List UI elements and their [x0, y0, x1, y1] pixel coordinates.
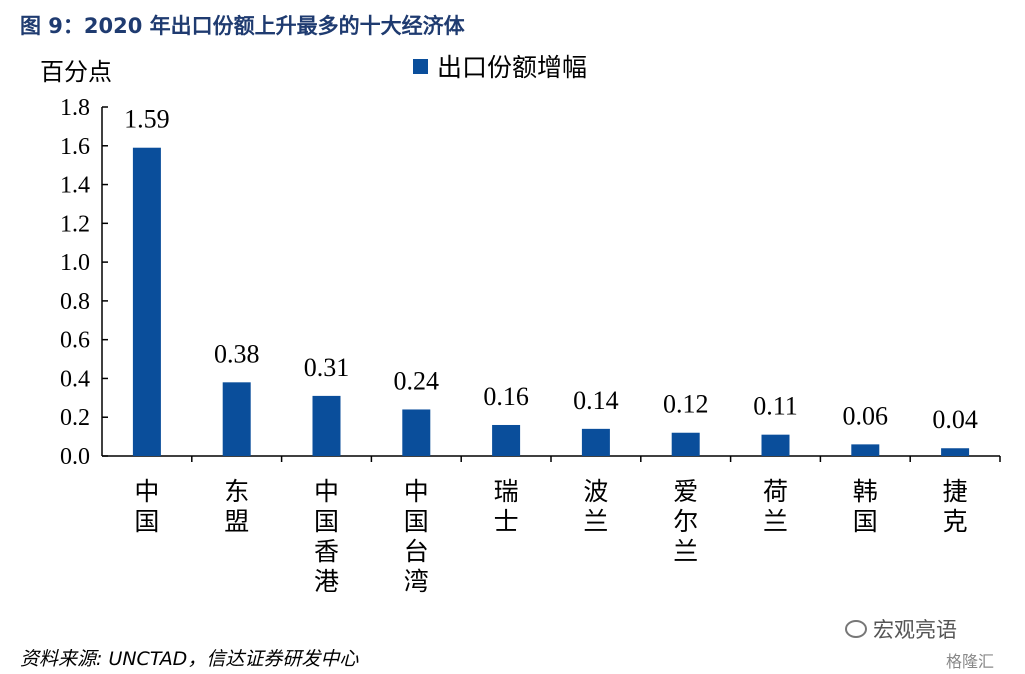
- y-tick-label: 0.0: [60, 444, 90, 470]
- value-label: 0.14: [573, 386, 619, 415]
- bar: [581, 428, 610, 456]
- y-tick-label: 0.8: [60, 289, 90, 315]
- watermark: 宏观亮语: [845, 614, 957, 644]
- y-tick-label: 1.4: [60, 173, 90, 199]
- category-label: 中国台湾: [404, 477, 429, 596]
- category-label: 瑞士: [494, 477, 519, 536]
- value-label: 0.16: [483, 382, 529, 411]
- bar: [132, 147, 161, 456]
- watermark-secondary: 格隆汇: [946, 652, 995, 671]
- value-label: 0.38: [214, 339, 260, 368]
- value-label: 0.11: [753, 392, 798, 421]
- category-label: 波兰: [583, 477, 608, 536]
- category-label: 中国: [134, 477, 159, 536]
- y-tick-label: 0.6: [60, 328, 90, 354]
- y-tick-label: 1.8: [60, 95, 90, 121]
- category-label: 爱尔兰: [673, 477, 698, 566]
- watermark-text: 宏观亮语: [873, 618, 957, 642]
- category-label: 荷兰: [763, 477, 788, 536]
- category-label: 韩国: [853, 477, 878, 536]
- wechat-icon: [845, 620, 867, 638]
- bar: [941, 448, 970, 456]
- labels: 1.59 中国 0.38 东盟 0.31 中国香港 0.24 中国台湾 0.16 瑞士 0.14 波兰…: [124, 105, 978, 596]
- axes: 0.0 0.2 0.4 0.6 0.8 1.0 1.2 1.4 1.6 1.8 百分点 出口份额增幅: [40, 53, 1001, 470]
- y-tick-label: 0.4: [60, 366, 90, 392]
- value-label: 0.24: [394, 366, 440, 395]
- category-label: 东盟: [224, 477, 249, 536]
- bar: [402, 409, 431, 456]
- value-label: 1.59: [124, 105, 170, 134]
- bar: [492, 424, 521, 456]
- source-note: 资料来源: UNCTAD，信达证券研发中心: [20, 648, 359, 670]
- value-label: 0.31: [304, 353, 350, 382]
- bar: [671, 432, 700, 456]
- category-label: 中国香港: [314, 477, 339, 596]
- bar: [312, 395, 341, 456]
- bars: [132, 147, 970, 456]
- y-tick-label: 1.6: [60, 134, 90, 160]
- bar: [222, 382, 251, 456]
- value-label: 0.06: [843, 401, 889, 430]
- legend-label: 出口份额增幅: [437, 53, 587, 82]
- bar: [851, 444, 880, 456]
- y-axis-unit: 百分点: [40, 58, 112, 86]
- value-label: 0.04: [932, 405, 978, 434]
- category-label: 捷克: [943, 477, 968, 536]
- y-tick-label: 1.0: [60, 250, 90, 276]
- value-label: 0.12: [663, 390, 709, 419]
- y-tick-label: 1.2: [60, 211, 90, 237]
- chart-title: 图 9：2020 年出口份额上升最多的十大经济体: [20, 14, 465, 38]
- y-tick-label: 0.2: [60, 405, 90, 431]
- bar: [761, 434, 790, 456]
- legend-swatch: [413, 59, 428, 74]
